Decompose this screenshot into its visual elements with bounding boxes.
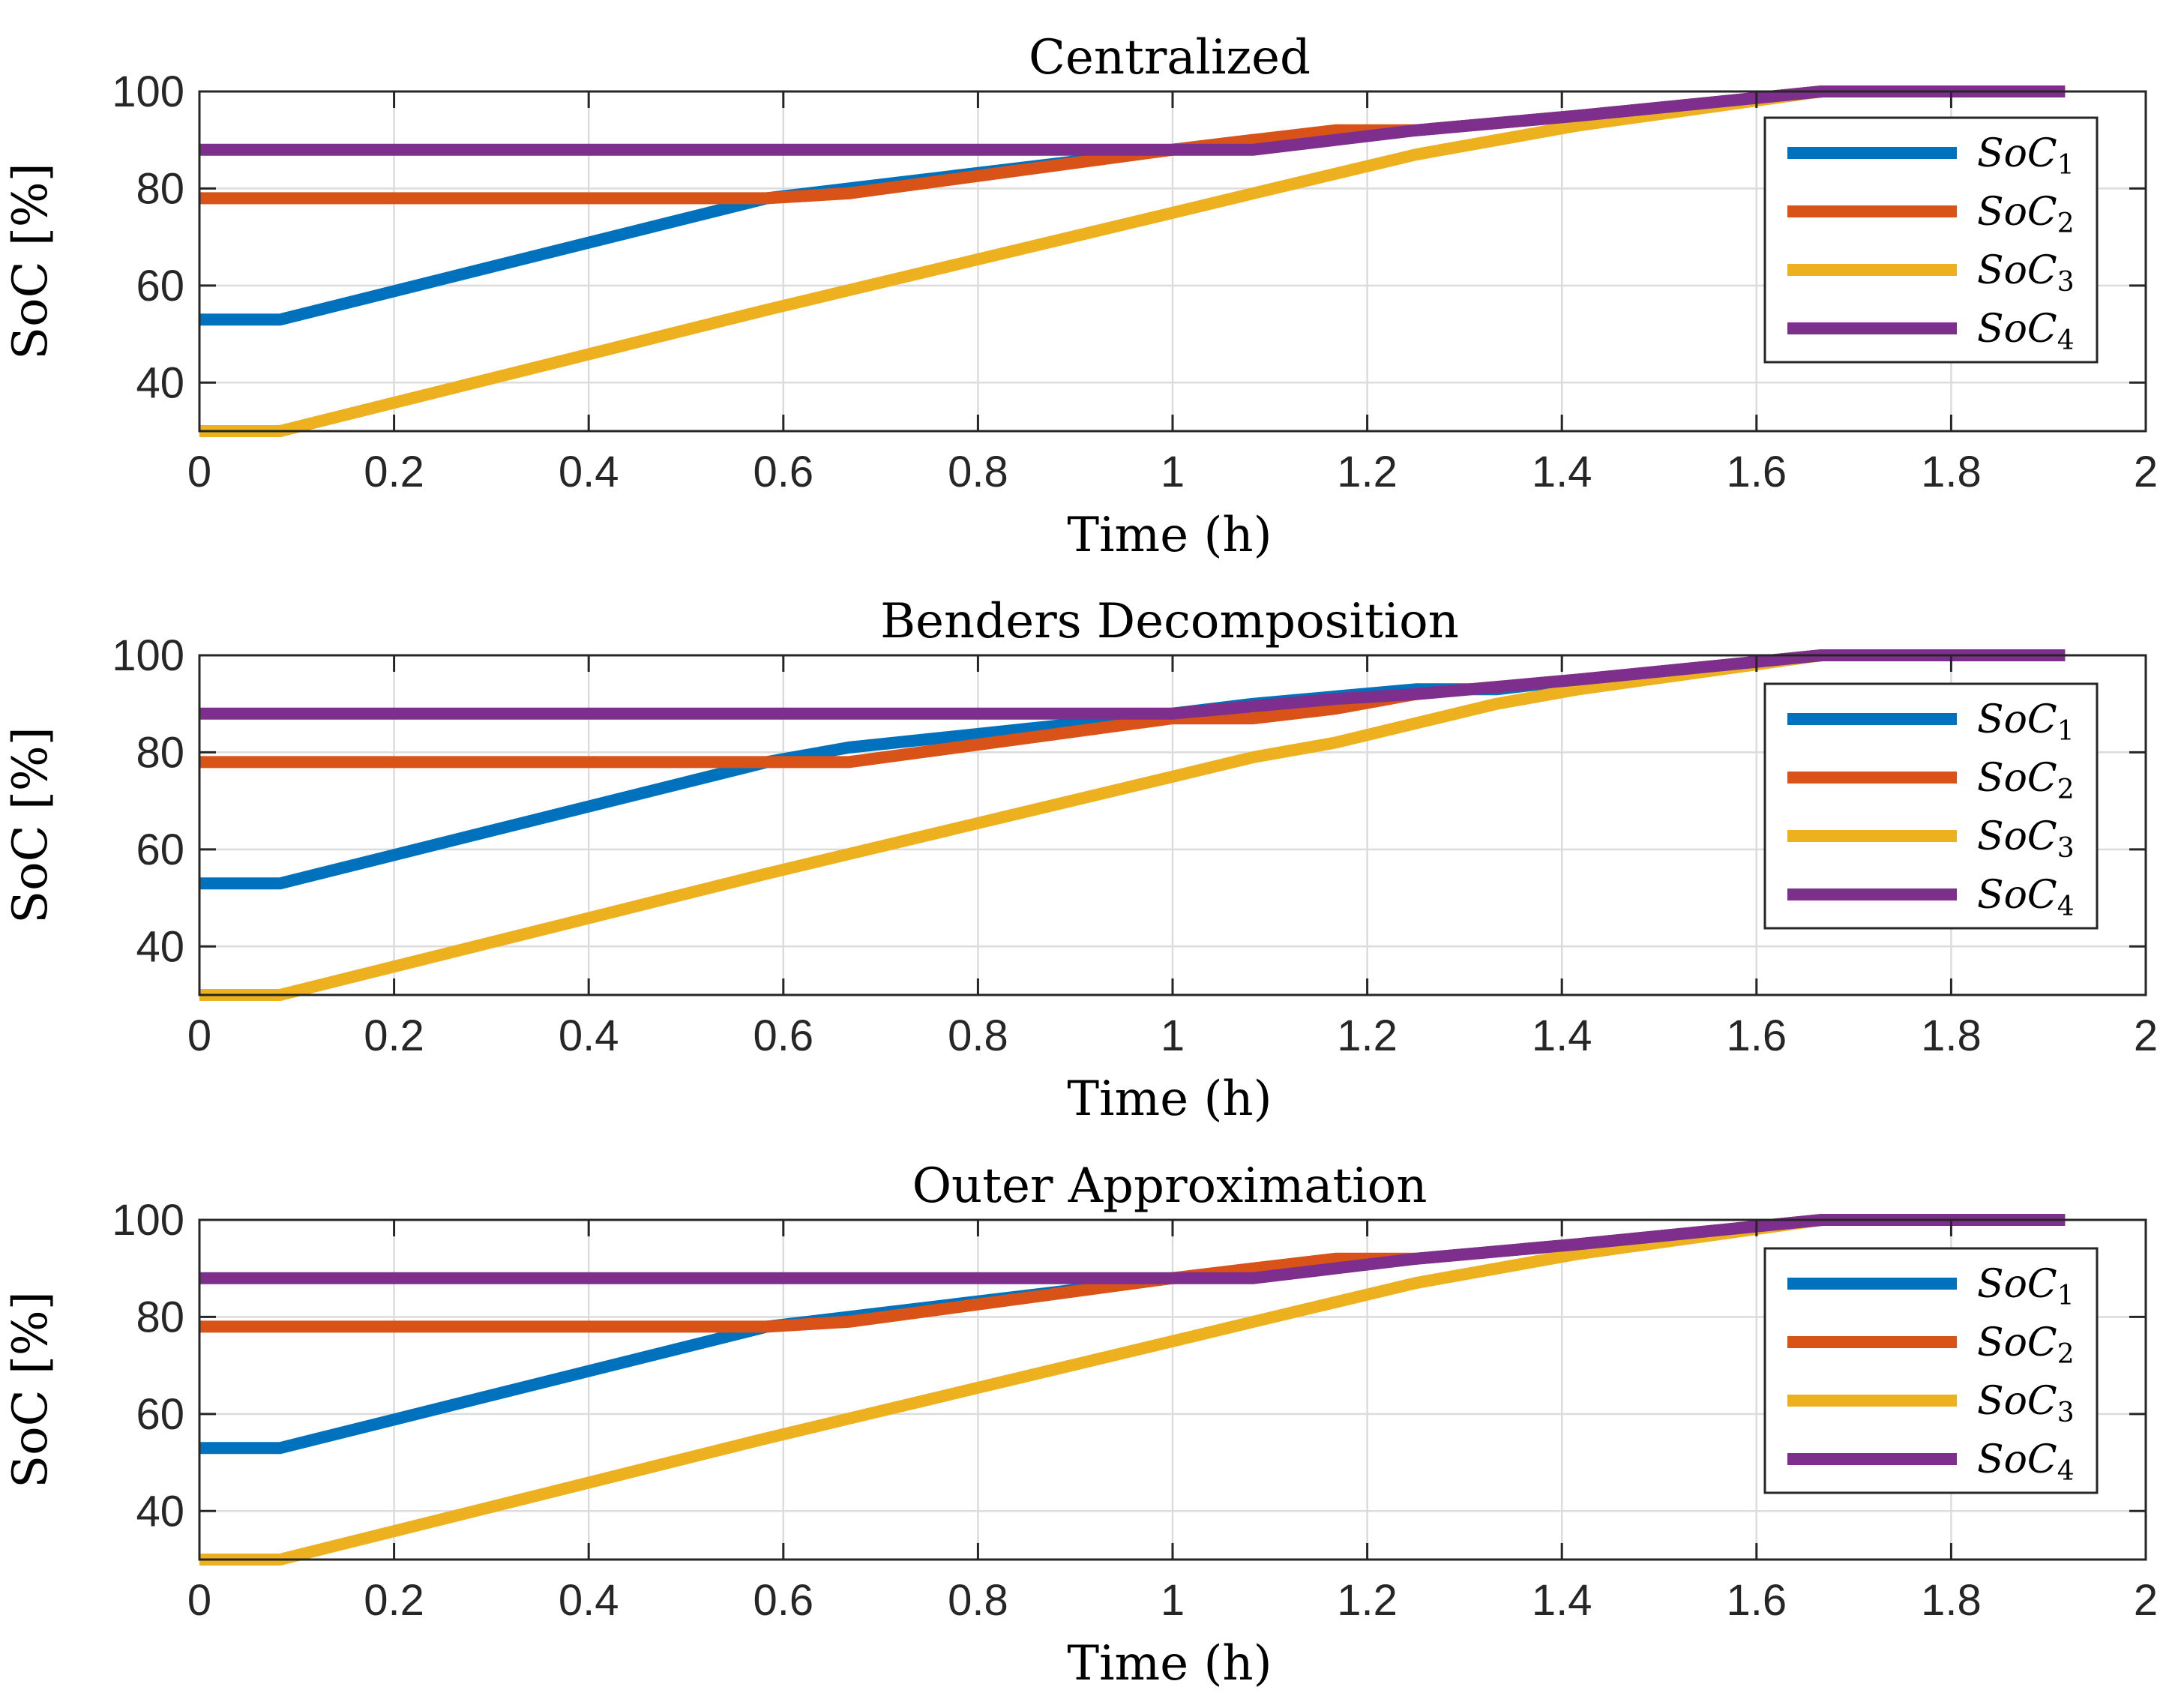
x-tick-label: 0.2 — [364, 448, 424, 496]
y-axis-label: SoC [%] — [3, 1291, 58, 1488]
x-axis-label: Time (h) — [1067, 508, 1272, 563]
x-tick-label: 0.4 — [559, 1011, 619, 1060]
x-tick-label: 1.4 — [1532, 448, 1592, 496]
legend-label-soc4: SoC4 — [1977, 307, 2075, 356]
chart-title: Outer Approximation — [912, 1158, 1428, 1214]
legend-label-soc4: SoC4 — [1977, 873, 2075, 922]
x-tick-label: 2 — [2134, 1011, 2158, 1060]
legend: SoC1 SoC2 SoC3 SoC4 — [1763, 116, 2099, 364]
y-tick-label: 40 — [136, 358, 184, 407]
x-tick-label: 0.2 — [364, 1576, 424, 1625]
x-tick-label: 1.8 — [1921, 448, 1982, 496]
legend-label-soc1: SoC1 — [1977, 1262, 2075, 1311]
legend-label-soc2: SoC2 — [1977, 1320, 2075, 1370]
chart-panel-3: 0 0.2 0.4 0.6 0.8 1 1.2 1.4 1.6 1.8 2 40 60 80 100 Oute… — [3, 1158, 2158, 1692]
y-tick-label: 100 — [112, 1196, 184, 1245]
y-tick-label: 80 — [136, 728, 184, 777]
legend-label-soc3: SoC3 — [1977, 248, 2075, 298]
x-tick-label: 0 — [187, 448, 211, 496]
x-tick-label: 0.6 — [753, 1011, 813, 1060]
y-tick-label: 40 — [136, 1487, 184, 1536]
x-tick-label: 1.2 — [1337, 448, 1398, 496]
y-tick-label: 60 — [136, 1390, 184, 1439]
y-tick-label: 80 — [136, 1293, 184, 1341]
x-tick-label: 1.8 — [1921, 1011, 1982, 1060]
x-tick-label: 0.4 — [559, 1576, 619, 1625]
x-tick-label: 1.6 — [1726, 1011, 1787, 1060]
chart-title: Centralized — [1029, 30, 1311, 85]
x-tick-label: 1.8 — [1921, 1576, 1982, 1625]
legend: SoC1 SoC2 SoC3 SoC4 — [1763, 682, 2099, 930]
x-tick-label: 1.6 — [1726, 448, 1787, 496]
x-tick-label: 1 — [1161, 1576, 1185, 1625]
x-tick-label: 1 — [1161, 1011, 1185, 1060]
x-tick-label: 0.8 — [948, 448, 1008, 496]
legend-label-soc2: SoC2 — [1977, 756, 2075, 805]
legend-label-soc1: SoC1 — [1977, 131, 2075, 181]
x-tick-label: 0.8 — [948, 1576, 1008, 1625]
x-tick-label: 0.4 — [559, 448, 619, 496]
y-tick-label: 80 — [136, 164, 184, 213]
x-tick-label: 1 — [1161, 448, 1185, 496]
y-tick-label: 60 — [136, 262, 184, 310]
y-tick-label: 40 — [136, 922, 184, 971]
y-tick-label: 100 — [112, 631, 184, 680]
chart-panel-1: 0 0.2 0.4 0.6 0.8 1 1.2 1.4 1.6 1.8 2 40 60 80 100 Cent… — [3, 30, 2158, 563]
x-axis-label: Time (h) — [1067, 1636, 1272, 1692]
y-axis-label: SoC [%] — [3, 163, 58, 359]
legend-label-soc3: SoC3 — [1977, 1379, 2075, 1428]
legend-label-soc3: SoC3 — [1977, 814, 2075, 864]
x-tick-label: 0.8 — [948, 1011, 1008, 1060]
x-tick-label: 0.2 — [364, 1011, 424, 1060]
x-tick-label: 1.6 — [1726, 1576, 1787, 1625]
legend-label-soc2: SoC2 — [1977, 190, 2075, 239]
x-axis-label: Time (h) — [1067, 1071, 1272, 1127]
x-tick-label: 2 — [2134, 1576, 2158, 1625]
x-tick-label: 1.2 — [1337, 1576, 1398, 1625]
x-tick-label: 2 — [2134, 448, 2158, 496]
x-tick-label: 1.4 — [1532, 1576, 1592, 1625]
x-tick-label: 1.4 — [1532, 1011, 1592, 1060]
chart-panel-2: 0 0.2 0.4 0.6 0.8 1 1.2 1.4 1.6 1.8 2 40 60 80 100 Bend… — [3, 594, 2158, 1127]
legend: SoC1 SoC2 SoC3 SoC4 — [1763, 1247, 2099, 1494]
x-tick-label: 1.2 — [1337, 1011, 1398, 1060]
x-tick-label: 0.6 — [753, 1576, 813, 1625]
chart-title: Benders Decomposition — [880, 594, 1459, 649]
legend-label-soc4: SoC4 — [1977, 1437, 2075, 1487]
x-tick-label: 0 — [187, 1576, 211, 1625]
x-tick-label: 0.6 — [753, 448, 813, 496]
legend-label-soc1: SoC1 — [1977, 697, 2075, 747]
y-axis-label: SoC [%] — [3, 727, 58, 923]
y-tick-label: 100 — [112, 67, 184, 116]
x-tick-label: 0 — [187, 1011, 211, 1060]
y-tick-label: 60 — [136, 826, 184, 874]
